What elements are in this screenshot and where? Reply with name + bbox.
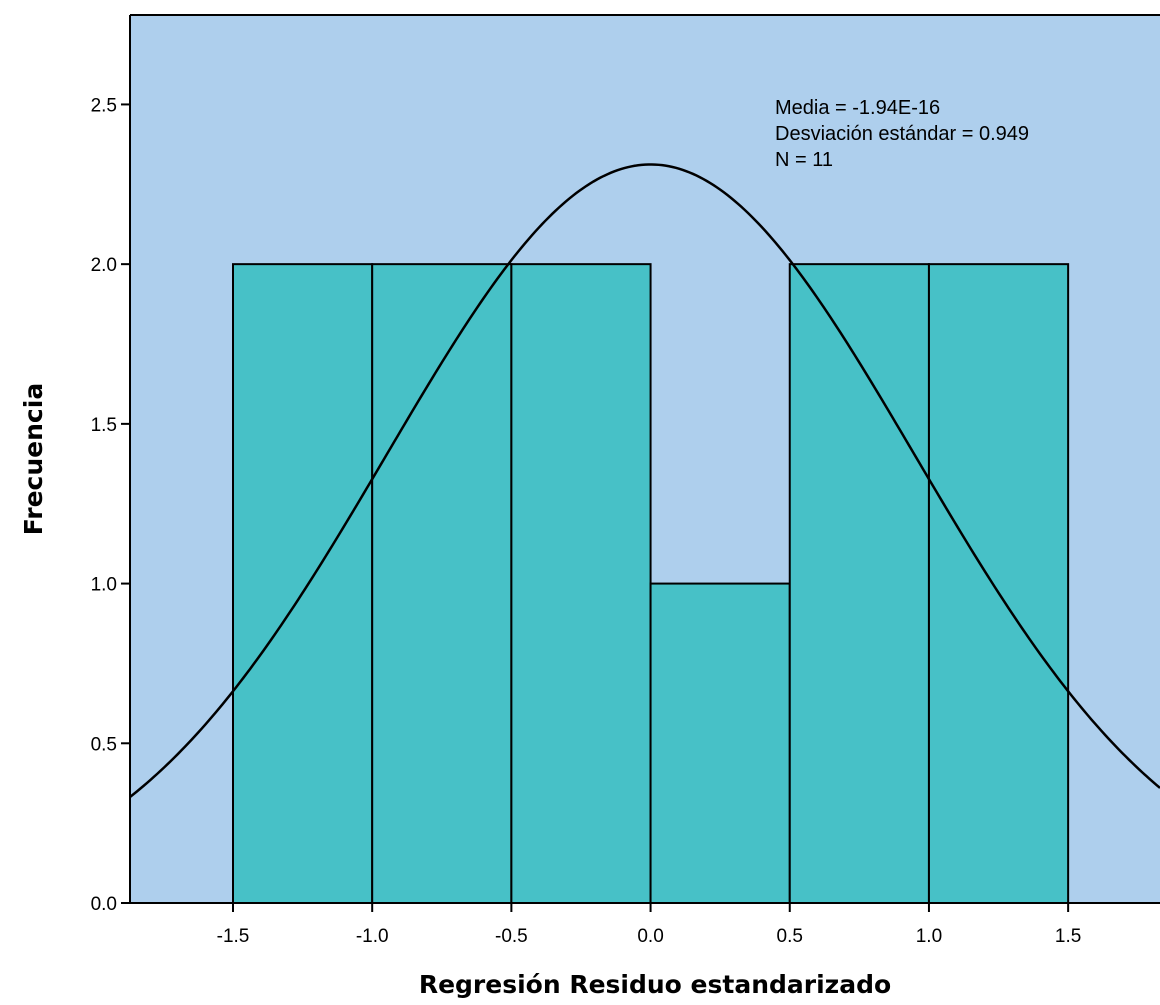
stats-line-2: Desviación estándar = 0.949 — [775, 123, 1029, 145]
y-tick-label: 0.0 — [91, 894, 117, 915]
histogram-bar-1 — [232, 263, 374, 905]
x-ticks: -1.5 -1.0 -0.5 0.0 0.5 1.0 1.5 — [217, 903, 1081, 947]
y-tick-label: 1.0 — [91, 575, 117, 596]
x-tick-label: -1.5 — [217, 926, 250, 947]
x-tick-label: 1.0 — [916, 926, 942, 947]
bars-layer — [232, 263, 1070, 905]
histogram-bar-3 — [510, 263, 652, 905]
y-tick-label: 2.0 — [91, 255, 117, 276]
y-tick-label: 0.5 — [91, 734, 117, 755]
histogram-bar-2 — [371, 263, 513, 905]
histogram-bar-5 — [788, 263, 930, 905]
curve-layer — [130, 163, 1160, 798]
y-axis-title: Frecuencia — [19, 383, 48, 535]
stats-annotation: Media = -1.94E-16 Desviación estándar = 0… — [775, 97, 1029, 171]
x-tick-label: -0.5 — [495, 926, 528, 947]
stats-line-3: N = 11 — [775, 149, 833, 171]
x-tick-label: -1.0 — [356, 926, 389, 947]
y-tick-label: 2.5 — [91, 95, 117, 116]
histogram-bar-6 — [927, 263, 1070, 905]
histogram-bar-4 — [649, 582, 791, 905]
normal-curve — [130, 163, 1160, 798]
x-tick-label: 1.5 — [1055, 926, 1081, 947]
x-axis-title: Regresión Residuo estandarizado — [419, 970, 891, 999]
stats-line-1: Media = -1.94E-16 — [775, 97, 940, 119]
x-tick-label: 0.0 — [637, 926, 663, 947]
y-tick-label: 1.5 — [91, 415, 117, 436]
x-tick-label: 0.5 — [777, 926, 803, 947]
y-ticks: 0.0 0.5 1.0 1.5 2.0 2.5 — [91, 95, 130, 915]
